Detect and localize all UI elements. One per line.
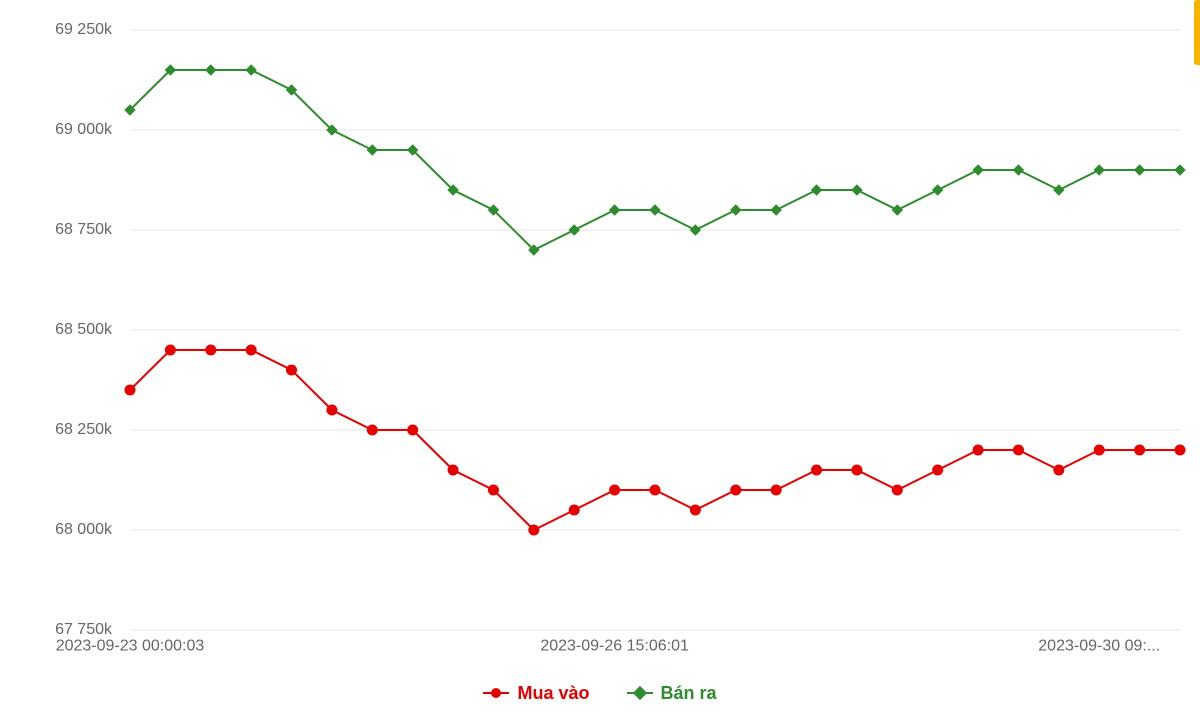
series-point-ban-ra[interactable] xyxy=(610,205,620,215)
series-point-mua-vao[interactable] xyxy=(1175,445,1185,455)
series-point-mua-vao[interactable] xyxy=(1094,445,1104,455)
chart-svg: 67 750k 68 000k 68 250k 68 500k 68 750k 69 00… xyxy=(0,0,1200,660)
series-point-mua-vao[interactable] xyxy=(488,485,498,495)
legend-item-ban-ra[interactable]: Bán ra xyxy=(627,683,717,704)
series-point-mua-vao[interactable] xyxy=(933,465,943,475)
series-point-mua-vao[interactable] xyxy=(690,505,700,515)
ytick-label: 67 750k xyxy=(55,621,113,638)
series-point-ban-ra[interactable] xyxy=(690,225,700,235)
series-line-mua-vao xyxy=(130,350,1180,530)
xtick-label: 2023-09-30 09:... xyxy=(1038,637,1160,654)
series-point-mua-vao[interactable] xyxy=(650,485,660,495)
legend-swatch-mua-vao xyxy=(483,686,509,700)
series-point-mua-vao[interactable] xyxy=(569,505,579,515)
ytick-label: 68 750k xyxy=(55,221,113,238)
ytick-label: 68 000k xyxy=(55,521,113,538)
series-point-ban-ra[interactable] xyxy=(933,185,943,195)
ytick-label: 68 250k xyxy=(55,421,113,438)
series-point-mua-vao[interactable] xyxy=(812,465,822,475)
series-point-ban-ra[interactable] xyxy=(1054,185,1064,195)
series-point-mua-vao[interactable] xyxy=(892,485,902,495)
series-point-mua-vao[interactable] xyxy=(448,465,458,475)
series-point-ban-ra[interactable] xyxy=(650,205,660,215)
xtick-label: 2023-09-26 15:06:01 xyxy=(540,637,689,654)
series-point-mua-vao[interactable] xyxy=(125,385,135,395)
series-line-ban-ra xyxy=(130,70,1180,250)
legend-label-mua-vao: Mua vào xyxy=(517,683,589,704)
legend-item-mua-vao[interactable]: Mua vào xyxy=(483,683,589,704)
series-point-ban-ra[interactable] xyxy=(1135,165,1145,175)
ytick-label: 69 250k xyxy=(55,21,113,38)
series-point-ban-ra[interactable] xyxy=(812,185,822,195)
ytick-label: 68 500k xyxy=(55,321,113,338)
chart-legend: Mua vào Bán ra xyxy=(0,683,1200,706)
series-point-mua-vao[interactable] xyxy=(367,425,377,435)
ytick-label: 69 000k xyxy=(55,121,113,138)
series-point-ban-ra[interactable] xyxy=(1013,165,1023,175)
series-point-mua-vao[interactable] xyxy=(1013,445,1023,455)
series-point-mua-vao[interactable] xyxy=(731,485,741,495)
series-point-ban-ra[interactable] xyxy=(973,165,983,175)
series-point-ban-ra[interactable] xyxy=(367,145,377,155)
series-point-mua-vao[interactable] xyxy=(852,465,862,475)
series-point-mua-vao[interactable] xyxy=(1135,445,1145,455)
series-point-ban-ra[interactable] xyxy=(246,65,256,75)
price-chart: 67 750k 68 000k 68 250k 68 500k 68 750k 69 00… xyxy=(0,0,1200,725)
side-accent xyxy=(1194,0,1200,65)
series-point-mua-vao[interactable] xyxy=(1054,465,1064,475)
series-point-mua-vao[interactable] xyxy=(771,485,781,495)
legend-label-ban-ra: Bán ra xyxy=(661,683,717,704)
series-point-mua-vao[interactable] xyxy=(246,345,256,355)
series-point-ban-ra[interactable] xyxy=(771,205,781,215)
series-point-ban-ra[interactable] xyxy=(1175,165,1185,175)
series-point-ban-ra[interactable] xyxy=(892,205,902,215)
series-point-mua-vao[interactable] xyxy=(610,485,620,495)
series-point-mua-vao[interactable] xyxy=(973,445,983,455)
series-point-mua-vao[interactable] xyxy=(327,405,337,415)
series-point-mua-vao[interactable] xyxy=(206,345,216,355)
series-point-mua-vao[interactable] xyxy=(529,525,539,535)
series-point-ban-ra[interactable] xyxy=(206,65,216,75)
series-point-mua-vao[interactable] xyxy=(408,425,418,435)
series-point-ban-ra[interactable] xyxy=(1094,165,1104,175)
xtick-label: 2023-09-23 00:00:03 xyxy=(56,637,205,654)
series-point-ban-ra[interactable] xyxy=(852,185,862,195)
series-point-mua-vao[interactable] xyxy=(287,365,297,375)
series-point-mua-vao[interactable] xyxy=(165,345,175,355)
series-point-ban-ra[interactable] xyxy=(731,205,741,215)
series-point-ban-ra[interactable] xyxy=(569,225,579,235)
legend-swatch-ban-ra xyxy=(627,686,653,700)
